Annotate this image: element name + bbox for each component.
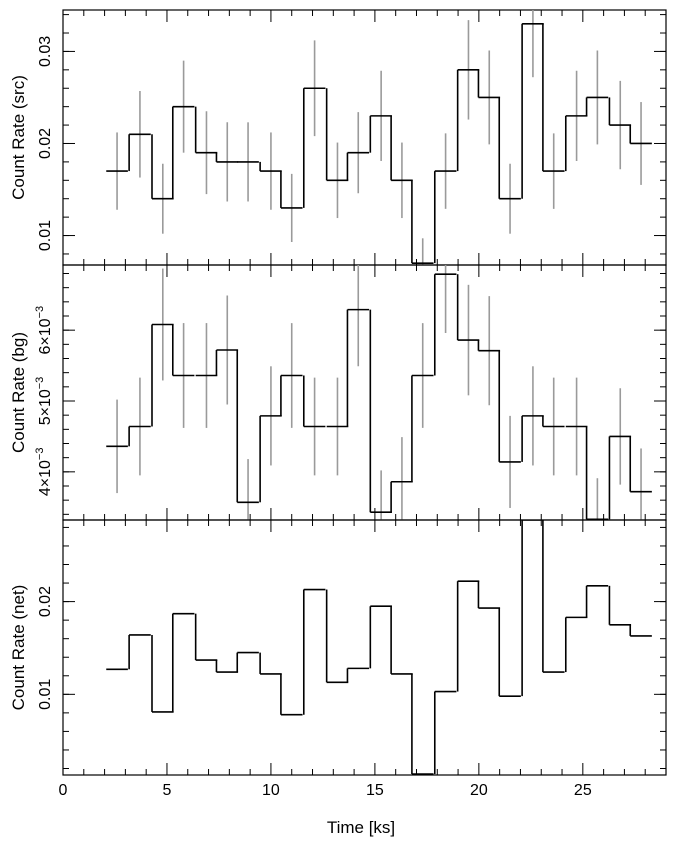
y-axis-label-src: Count Rate (src)	[9, 75, 28, 200]
y-tick-label: 0.01	[37, 679, 54, 710]
x-axis-label: Time [ks]	[327, 818, 395, 837]
x-tick-label: 20	[470, 782, 488, 799]
series-bg	[106, 265, 652, 520]
y-tick-label: 4×10−3	[34, 448, 54, 497]
panel-net: 0.01 0.02 Count Rate (net)	[9, 519, 667, 776]
y-tick-label: 0.01	[37, 220, 54, 251]
series-net	[106, 520, 652, 775]
x-tick-label: 25	[574, 782, 592, 799]
y-axis-label-bg: Count Rate (bg)	[9, 332, 28, 453]
y-tick-label: 0.03	[37, 36, 54, 67]
x-tick-label: 0	[59, 782, 68, 799]
y-tick-label: 0.02	[37, 128, 54, 159]
x-tick-label: 15	[366, 782, 384, 799]
y-tick-label: 5×10−3	[34, 377, 54, 426]
x-tick-label: 10	[262, 782, 280, 799]
y-axis-label-net: Count Rate (net)	[9, 585, 28, 711]
x-tick-label: 5	[163, 782, 172, 799]
series-src	[106, 10, 652, 265]
panel-frame-net	[62, 519, 667, 776]
panel-bg: 4×10−3 5×10−3 6×10−3 Count Rate (bg)	[9, 264, 667, 521]
y-tick-label: 0.02	[37, 586, 54, 617]
panel-frame-bg	[62, 264, 667, 521]
panel-src: 0.01 0.02 0.03 Count Rate (src)	[9, 9, 667, 266]
panel-frame-src	[62, 9, 667, 266]
y-tick-label: 6×10−3	[34, 306, 54, 355]
